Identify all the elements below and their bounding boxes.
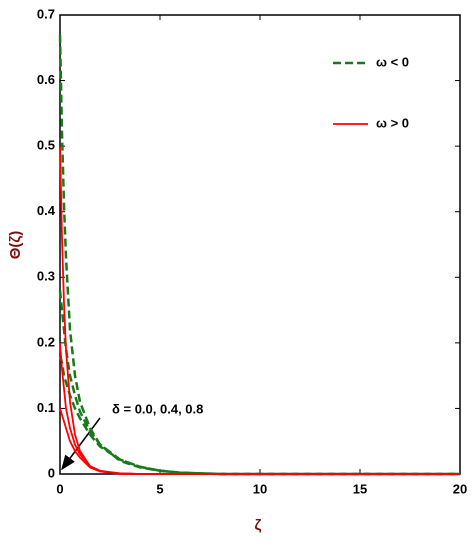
x-tick-label: 15 bbox=[353, 481, 367, 496]
curve bbox=[58, 355, 460, 476]
x-tick-label: 5 bbox=[156, 481, 163, 496]
y-tick-label: 0.4 bbox=[37, 203, 56, 218]
x-tick-label: 10 bbox=[253, 481, 267, 496]
x-tick-label: 0 bbox=[56, 481, 63, 496]
y-tick-label: 0.5 bbox=[37, 138, 55, 153]
y-axis-title: Θ(ζ) bbox=[7, 231, 24, 260]
y-tick-label: 0.2 bbox=[37, 334, 55, 349]
annotation: δ = 0.0, 0.4, 0.8 bbox=[112, 401, 203, 416]
y-tick-label: 0.6 bbox=[37, 72, 55, 87]
y-tick-label: 0.7 bbox=[37, 6, 55, 21]
y-tick-label: 0 bbox=[48, 465, 55, 480]
curve bbox=[58, 290, 460, 476]
x-tick-label: 20 bbox=[453, 481, 467, 496]
y-tick-label: 0.3 bbox=[37, 269, 55, 284]
curve bbox=[59, 146, 460, 475]
y-tick-label: 0.1 bbox=[37, 400, 55, 415]
x-axis-title: ζ bbox=[255, 517, 262, 534]
legend-label: ω < 0 bbox=[376, 54, 409, 69]
curve bbox=[59, 408, 460, 475]
annotation-arrow bbox=[61, 417, 101, 471]
legend-label: ω > 0 bbox=[376, 115, 409, 130]
